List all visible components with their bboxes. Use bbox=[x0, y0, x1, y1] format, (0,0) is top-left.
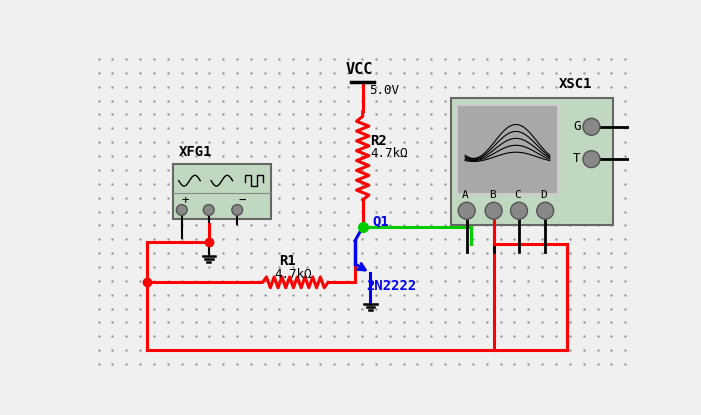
Text: 4.7kΩ: 4.7kΩ bbox=[274, 268, 312, 281]
Text: 2N2222: 2N2222 bbox=[367, 279, 417, 293]
Circle shape bbox=[510, 202, 528, 219]
Text: Q1: Q1 bbox=[372, 215, 389, 228]
Text: XFG1: XFG1 bbox=[179, 145, 212, 159]
Text: XSC1: XSC1 bbox=[559, 77, 592, 91]
Circle shape bbox=[583, 151, 600, 168]
Text: VCC: VCC bbox=[346, 62, 373, 78]
Text: R2: R2 bbox=[370, 134, 387, 147]
Text: C: C bbox=[515, 190, 521, 200]
Circle shape bbox=[458, 202, 475, 219]
Bar bbox=[172, 164, 271, 219]
Bar bbox=[451, 98, 613, 225]
Circle shape bbox=[177, 205, 187, 215]
Circle shape bbox=[232, 205, 243, 215]
Text: +: + bbox=[182, 194, 189, 207]
Bar bbox=[458, 105, 557, 194]
Circle shape bbox=[485, 202, 502, 219]
Text: A: A bbox=[462, 190, 469, 200]
Text: 5.0V: 5.0V bbox=[369, 85, 399, 98]
Text: B: B bbox=[489, 190, 496, 200]
Text: −: − bbox=[239, 194, 246, 207]
Circle shape bbox=[537, 202, 554, 219]
Text: 4.7kΩ: 4.7kΩ bbox=[370, 147, 408, 160]
Circle shape bbox=[583, 118, 600, 135]
Text: D: D bbox=[540, 190, 547, 200]
Text: G: G bbox=[573, 120, 580, 133]
Circle shape bbox=[203, 205, 214, 215]
Text: T: T bbox=[573, 152, 580, 165]
Text: R1: R1 bbox=[280, 254, 297, 269]
